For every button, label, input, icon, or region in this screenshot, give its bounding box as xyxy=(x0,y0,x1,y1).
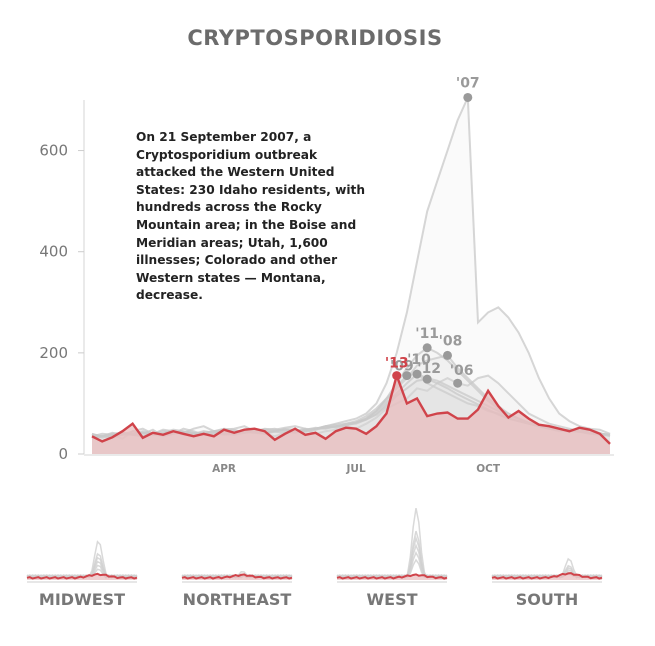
history-area xyxy=(92,97,610,454)
region-label: WEST xyxy=(366,590,417,609)
year-point xyxy=(442,350,452,360)
y-tick-label: 600 xyxy=(39,142,68,160)
region-highlight-line xyxy=(336,573,448,580)
year-label: '09 xyxy=(390,359,414,375)
highlight-line xyxy=(91,371,611,445)
year-point xyxy=(463,92,473,102)
region-chart: SOUTH xyxy=(491,557,603,609)
year-label: '13 xyxy=(385,356,409,372)
region-highlight-line xyxy=(181,573,293,580)
year-point xyxy=(453,378,463,388)
year-label: '07 xyxy=(456,75,480,91)
chart-title: CRYPTOSPORIDIOSIS xyxy=(187,26,443,50)
region-chart: WEST xyxy=(336,507,448,609)
region-chart: NORTHEAST xyxy=(181,571,293,609)
region-chart: MIDWEST xyxy=(26,540,138,609)
y-tick-label: 0 xyxy=(58,445,68,463)
axes: 0 200 400 600 APR JUL OCT xyxy=(39,100,614,475)
year-label: '12 xyxy=(417,361,441,377)
region-history-line xyxy=(336,507,448,579)
year-label: '06 xyxy=(450,363,474,379)
region-highlight-area xyxy=(27,573,137,580)
x-tick-label: JUL xyxy=(346,463,366,475)
region-highlight-line xyxy=(491,572,603,580)
region-highlight-line xyxy=(26,572,138,580)
y-tick-label: 400 xyxy=(39,243,68,261)
region-history-line xyxy=(26,540,138,579)
labeled-points: '07 '11'08 '09'10'12 '06 '13 xyxy=(385,75,480,388)
year-label: '08 xyxy=(439,333,463,349)
region-history-line xyxy=(336,543,448,579)
year-point xyxy=(422,343,432,353)
region-history-line xyxy=(336,530,448,579)
region-label: MIDWEST xyxy=(39,590,125,609)
annotation-text: On 21 September 2007, a Cryptosporidium … xyxy=(136,130,366,303)
year-point xyxy=(412,369,422,379)
year-point xyxy=(422,374,432,384)
region-label: SOUTH xyxy=(516,590,578,609)
x-tick-label: APR xyxy=(212,463,236,475)
region-label: NORTHEAST xyxy=(183,590,292,609)
highlight-series xyxy=(91,371,611,454)
year-point xyxy=(402,371,412,381)
highlight-area xyxy=(92,375,610,454)
year-point xyxy=(392,371,402,381)
regional-small-multiples: MIDWEST NORTHEAST WEST SOUTH xyxy=(26,507,603,609)
year-label: '11 xyxy=(415,326,439,342)
x-tick-label: OCT xyxy=(476,463,501,475)
year-label: '10 xyxy=(407,352,431,368)
region-history-line xyxy=(336,535,448,579)
region-history-line xyxy=(26,552,138,579)
y-tick-label: 200 xyxy=(39,344,68,362)
region-history-line xyxy=(336,550,448,579)
